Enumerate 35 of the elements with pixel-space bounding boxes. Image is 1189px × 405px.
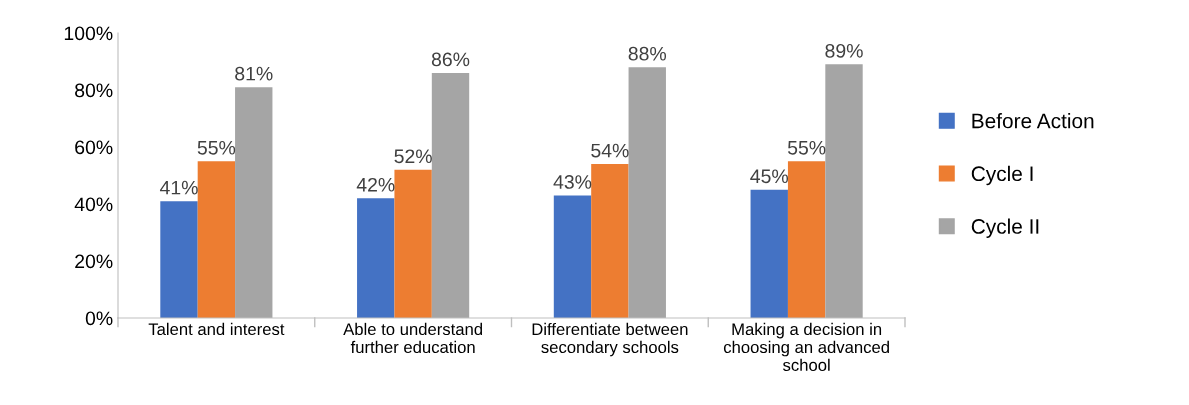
legend-label: Cycle II bbox=[971, 218, 1039, 238]
bar bbox=[431, 72, 470, 318]
data-label: 55% bbox=[197, 140, 236, 155]
bar bbox=[750, 189, 788, 318]
bar bbox=[825, 64, 863, 318]
data-label: 55% bbox=[787, 140, 826, 155]
bar bbox=[591, 164, 629, 318]
x-tick-label: Differentiate between secondary schools bbox=[532, 322, 688, 357]
x-tick-label: Making a decision in choosing an advanced school bbox=[723, 322, 889, 372]
bar bbox=[553, 195, 592, 318]
y-tick-label: 20% bbox=[75, 254, 113, 269]
y-tick-label: 80% bbox=[75, 83, 113, 98]
data-label: 88% bbox=[628, 46, 667, 61]
bar bbox=[235, 87, 273, 318]
y-tick-label: 0% bbox=[85, 311, 113, 326]
data-label: 45% bbox=[750, 169, 789, 184]
bar bbox=[160, 201, 198, 318]
data-label: 86% bbox=[431, 52, 470, 67]
legend-label: Before Action bbox=[972, 113, 1094, 129]
y-tick-label: 60% bbox=[75, 140, 113, 155]
bar bbox=[628, 67, 666, 318]
data-label: 52% bbox=[394, 149, 432, 164]
bar bbox=[787, 161, 826, 318]
bar bbox=[197, 161, 236, 318]
x-tick-label: Able to understand further education bbox=[343, 322, 483, 354]
y-tick-label: 40% bbox=[74, 197, 113, 212]
bar bbox=[357, 198, 395, 318]
legend-label: Cycle I bbox=[971, 165, 1033, 186]
data-label: 54% bbox=[591, 143, 629, 158]
data-label: 41% bbox=[159, 180, 198, 195]
x-tick-label: Talent and interest bbox=[148, 322, 285, 336]
data-label: 81% bbox=[235, 66, 273, 81]
y-tick-label: 100% bbox=[64, 26, 113, 41]
data-label: 89% bbox=[825, 43, 863, 58]
bar bbox=[394, 169, 432, 318]
